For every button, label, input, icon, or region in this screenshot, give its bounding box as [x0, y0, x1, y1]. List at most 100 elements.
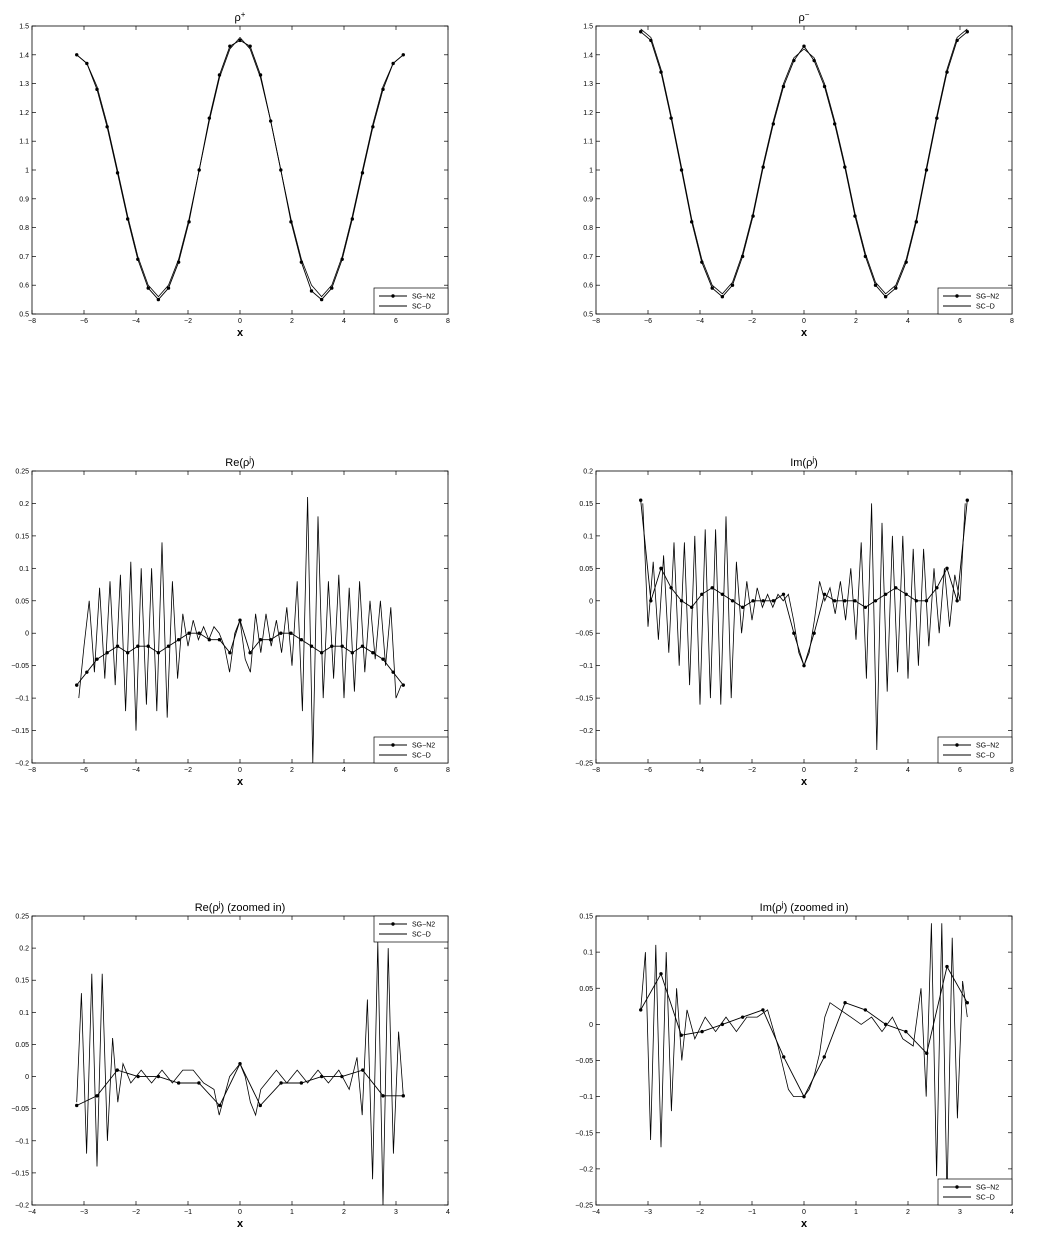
y-tick-label: −0.05 [575, 631, 593, 638]
legend-box [373, 736, 449, 764]
x-tick-label: 8 [446, 318, 450, 325]
x-tick-label: 6 [958, 767, 962, 774]
series-line [640, 31, 968, 298]
data-point [238, 38, 242, 43]
x-tick-label: 8 [1010, 767, 1014, 774]
x-tick-label: −4 [132, 767, 140, 774]
chart-title: Im(ρj) [790, 455, 818, 470]
x-tick-label: 6 [958, 318, 962, 325]
y-tick-label: −0.2 [579, 728, 593, 735]
y-tick-label: −0.05 [575, 1058, 593, 1065]
series-line [76, 941, 404, 1205]
data-point [904, 1029, 908, 1034]
x-tick-label: −2 [748, 318, 756, 325]
x-tick-label: 4 [906, 318, 910, 325]
x-tick-label: −2 [184, 318, 192, 325]
x-tick-label: −3 [644, 1209, 652, 1216]
chart-title: Re(ρj) [225, 455, 254, 470]
y-tick-label: −0.1 [579, 663, 593, 670]
x-tick-label: 2 [854, 318, 858, 325]
series-sc-d [640, 28, 968, 295]
x-tick-label: 0 [802, 767, 806, 774]
x-tick-label: −8 [592, 767, 600, 774]
y-tick-label: 0.5 [19, 312, 29, 319]
legend-label: SG−N2 [976, 743, 999, 750]
series-sg-n2 [639, 30, 969, 299]
legend-label: SC−D [412, 932, 431, 939]
legend-marker [391, 922, 395, 926]
y-tick-label: 0.6 [19, 283, 29, 290]
data-point [289, 631, 293, 635]
x-tick-label: −6 [644, 318, 652, 325]
data-point [730, 283, 735, 287]
series-sc-d [642, 503, 966, 751]
legend-label: SC−D [976, 304, 995, 311]
legend-label: SC−D [412, 753, 431, 760]
x-tick-label: 0 [802, 318, 806, 325]
x-tick-label: −1 [184, 1209, 192, 1216]
data-point [771, 599, 776, 603]
x-tick-label: 0 [802, 1209, 806, 1216]
y-tick-label: 0.7 [19, 254, 29, 261]
data-point [217, 638, 222, 642]
data-point [75, 1103, 79, 1108]
data-point [669, 586, 673, 590]
data-point [730, 599, 735, 603]
data-point [228, 44, 232, 48]
data-point [279, 1081, 283, 1085]
x-tick-label: 8 [1010, 318, 1014, 325]
data-point [146, 644, 150, 648]
x-tick-label: 4 [446, 1209, 450, 1216]
x-tick-label: −4 [132, 318, 140, 325]
y-tick-label: −0.2 [15, 1203, 29, 1210]
data-point [894, 586, 898, 590]
data-point [371, 650, 375, 655]
data-point [115, 644, 120, 648]
x-tick-label: 4 [342, 767, 346, 774]
y-tick-label: −0.1 [15, 696, 29, 703]
chart-1: −8 −6 −4 −2 0 2 4 6 8 0.5 0.6 0.7 0.8 0.9 1 1.1 1.2 1.3 1.… [19, 10, 450, 340]
legend: SG−N2 SC−D [937, 287, 1013, 315]
y-tick-label: 0.2 [19, 946, 29, 953]
data-point [883, 295, 888, 299]
legend: SG−N2 SC−D [937, 736, 1013, 764]
y-tick-label: −0.2 [579, 1166, 593, 1173]
data-point [802, 44, 806, 48]
legend-box [373, 915, 449, 943]
y-tick-label: 1.2 [19, 110, 29, 117]
data-point [945, 566, 949, 571]
legend-marker [391, 294, 395, 298]
y-tick-label: 0.1 [19, 1010, 29, 1017]
y-tick-label: 1.4 [19, 52, 29, 59]
x-tick-label: −3 [80, 1209, 88, 1216]
data-point [381, 1094, 385, 1098]
y-tick-label: −0.1 [579, 1094, 593, 1101]
y-tick-label: −0.25 [575, 1203, 593, 1210]
legend-label: SG−N2 [976, 294, 999, 301]
y-tick-label: −0.2 [15, 761, 29, 768]
x-tick-label: 6 [394, 767, 398, 774]
data-point [136, 1074, 140, 1079]
y-tick-label: −0.15 [11, 1170, 29, 1177]
data-point [700, 592, 704, 596]
y-tick-label: 1.4 [583, 52, 593, 59]
y-tick-label: 0 [25, 1074, 29, 1081]
x-tick-label: −8 [28, 318, 36, 325]
plot-frame [595, 25, 1013, 315]
data-point [863, 605, 868, 609]
legend-label: SG−N2 [412, 743, 435, 750]
y-tick-label: 0.8 [583, 225, 593, 232]
series-sc-d [76, 36, 404, 298]
series-line [640, 500, 968, 668]
series-sc-d [76, 941, 404, 1205]
legend-label: SG−N2 [976, 1185, 999, 1192]
x-tick-label: 2 [854, 767, 858, 774]
series-line [640, 28, 968, 295]
data-point [258, 1103, 262, 1108]
x-tick-label: −2 [748, 767, 756, 774]
data-point [700, 1029, 704, 1034]
chart-title: Re(ρj) (zoomed in) [195, 900, 286, 915]
x-axis-label: x [801, 1218, 808, 1230]
x-tick-label: −4 [696, 318, 704, 325]
y-tick-label: −0.1 [15, 1138, 29, 1145]
